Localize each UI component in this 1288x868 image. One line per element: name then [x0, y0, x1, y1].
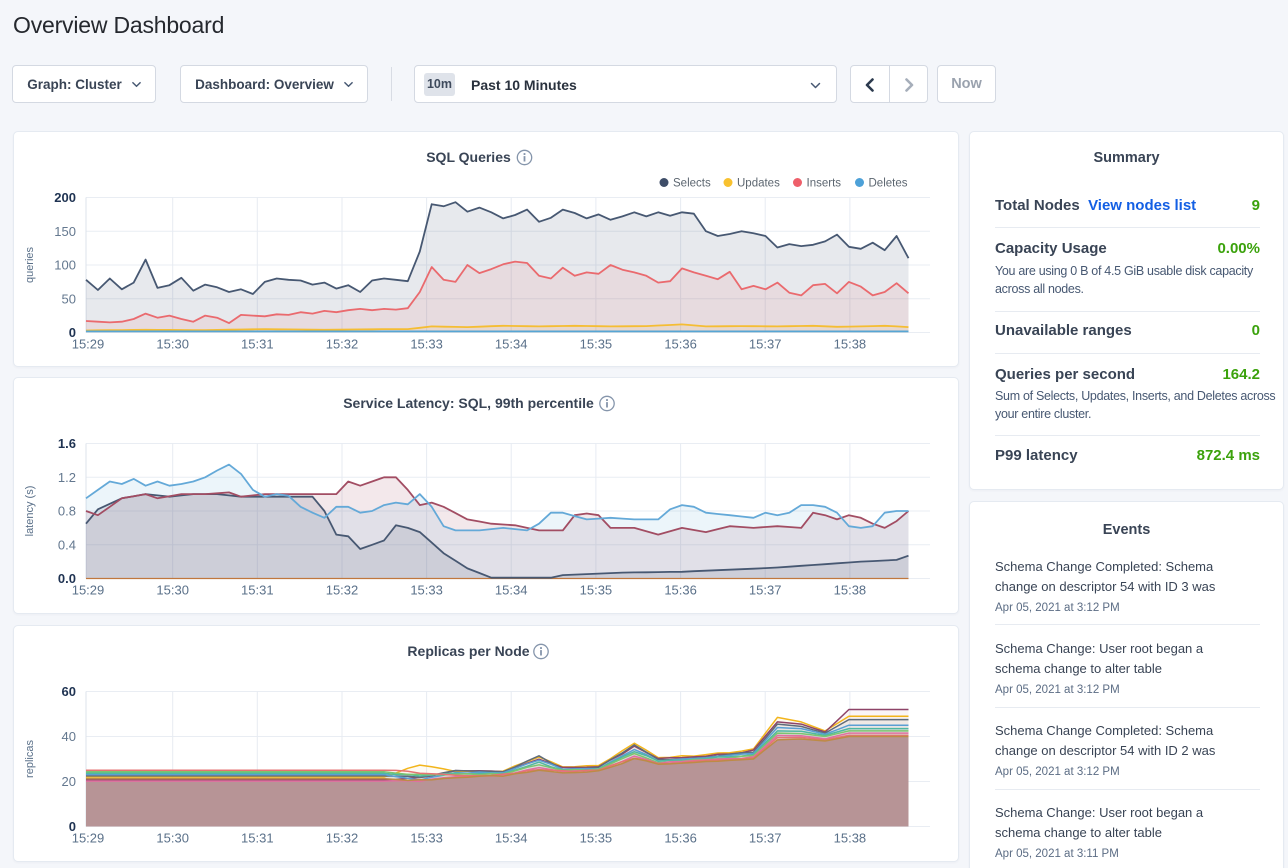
svg-text:40: 40: [62, 729, 76, 744]
svg-text:15:34: 15:34: [495, 337, 528, 352]
svg-text:15:35: 15:35: [580, 831, 613, 846]
svg-text:15:32: 15:32: [326, 831, 359, 846]
svg-text:15:37: 15:37: [749, 337, 782, 352]
svg-text:15:32: 15:32: [326, 337, 359, 352]
svg-text:15:33: 15:33: [410, 337, 443, 352]
svg-text:Deletes: Deletes: [869, 178, 908, 190]
svg-text:0.4: 0.4: [58, 537, 76, 552]
svg-text:150: 150: [54, 224, 76, 239]
svg-text:Inserts: Inserts: [807, 178, 842, 190]
svg-text:15:38: 15:38: [834, 831, 867, 846]
svg-text:Service Latency: SQL, 99th per: Service Latency: SQL, 99th percentile: [343, 395, 594, 411]
svg-text:15:36: 15:36: [664, 583, 697, 598]
svg-text:60: 60: [62, 684, 76, 699]
svg-text:15:34: 15:34: [495, 583, 528, 598]
svg-text:latency (s): latency (s): [24, 486, 36, 537]
svg-text:15:30: 15:30: [156, 583, 189, 598]
svg-text:15:36: 15:36: [664, 831, 697, 846]
svg-text:200: 200: [54, 190, 76, 205]
svg-text:0: 0: [69, 819, 76, 834]
svg-text:1.6: 1.6: [58, 436, 76, 451]
svg-text:Updates: Updates: [737, 178, 780, 190]
svg-text:replicas: replicas: [24, 740, 36, 778]
svg-text:Selects: Selects: [673, 178, 711, 190]
svg-text:Replicas per Node: Replicas per Node: [407, 643, 529, 659]
svg-text:queries: queries: [24, 246, 36, 283]
svg-text:15:36: 15:36: [664, 337, 697, 352]
svg-text:100: 100: [54, 258, 76, 273]
svg-text:15:29: 15:29: [72, 583, 105, 598]
svg-text:50: 50: [62, 291, 76, 306]
svg-text:1.2: 1.2: [58, 470, 76, 485]
svg-text:15:33: 15:33: [410, 831, 443, 846]
svg-text:15:29: 15:29: [72, 831, 105, 846]
svg-text:15:30: 15:30: [156, 831, 189, 846]
svg-text:15:38: 15:38: [834, 337, 867, 352]
svg-text:15:31: 15:31: [241, 831, 274, 846]
svg-text:15:31: 15:31: [241, 337, 274, 352]
svg-text:15:37: 15:37: [749, 583, 782, 598]
svg-text:0: 0: [69, 325, 76, 340]
svg-text:0.8: 0.8: [58, 504, 76, 519]
svg-text:15:29: 15:29: [72, 337, 105, 352]
svg-text:15:35: 15:35: [580, 583, 613, 598]
svg-text:15:34: 15:34: [495, 831, 528, 846]
svg-text:15:38: 15:38: [834, 583, 867, 598]
svg-text:15:31: 15:31: [241, 583, 274, 598]
svg-text:15:37: 15:37: [749, 831, 782, 846]
svg-text:20: 20: [62, 774, 76, 789]
svg-text:0.0: 0.0: [58, 571, 76, 586]
svg-text:SQL Queries: SQL Queries: [426, 149, 511, 165]
svg-text:15:32: 15:32: [326, 583, 359, 598]
svg-text:15:33: 15:33: [410, 583, 443, 598]
svg-text:15:35: 15:35: [580, 337, 613, 352]
svg-text:15:30: 15:30: [156, 337, 189, 352]
